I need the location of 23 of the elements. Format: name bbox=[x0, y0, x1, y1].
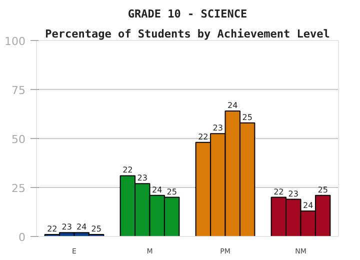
text: 24 bbox=[303, 201, 314, 210]
text: 22 bbox=[274, 187, 284, 196]
text: 25 bbox=[166, 187, 177, 196]
series-label: 23 bbox=[62, 222, 72, 232]
text: 24 bbox=[228, 101, 238, 110]
text: 23 bbox=[137, 174, 148, 183]
text: 25 bbox=[318, 185, 328, 194]
series-label: 25 bbox=[91, 224, 102, 234]
text: 23 bbox=[212, 124, 223, 133]
y-tick-label: 50 bbox=[12, 133, 26, 146]
y-tick-label: 0 bbox=[18, 231, 26, 244]
text: 23 bbox=[288, 189, 298, 198]
y-tick-label: 75 bbox=[12, 84, 26, 97]
text: 22 bbox=[198, 132, 208, 142]
series-label: 22 bbox=[47, 224, 58, 234]
chart-subtitle: Percentage of Students by Achievement Level bbox=[45, 28, 330, 40]
series-label: 24 bbox=[76, 222, 87, 232]
text: 24 bbox=[152, 185, 162, 194]
chart-title: GRADE 10 - SCIENCE bbox=[128, 8, 248, 20]
text: 25 bbox=[242, 112, 252, 122]
y-tick-label: 100 bbox=[4, 35, 26, 48]
text: 22 bbox=[122, 166, 133, 175]
y-tick-label: 25 bbox=[12, 182, 26, 195]
